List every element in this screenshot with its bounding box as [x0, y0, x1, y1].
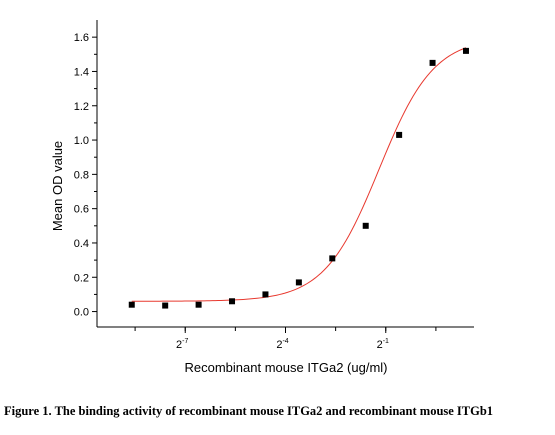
data-point [195, 301, 202, 308]
y-tick-label: 1.2 [74, 101, 89, 113]
data-point [362, 222, 369, 229]
figure-caption: Figure 1. The binding activity of recomb… [4, 404, 494, 418]
y-tick-label: 0.4 [74, 238, 89, 250]
x-ticks: 2-7 2-4 2-1 [134, 327, 437, 351]
x-axis-label: Recombinant mouse ITGa2 (ug/ml) [184, 360, 387, 375]
data-point [462, 47, 469, 54]
x-tick-label: 2-1 [377, 338, 389, 351]
y-axis-label: Mean OD value [50, 141, 65, 231]
data-point [162, 302, 169, 309]
x-tick-label: 2-7 [176, 338, 188, 351]
y-tick-label: 0.6 [74, 204, 89, 216]
y-tick-label: 1.4 [74, 66, 89, 78]
y-ticks: 0.0 0.2 0.4 0.6 0.8 1.0 1.2 1.4 1.6 [74, 32, 97, 319]
x-tick-label: 2-4 [276, 338, 288, 351]
y-tick-label: 1.0 [74, 135, 89, 147]
y-tick-label: 0.8 [74, 169, 89, 181]
data-points [128, 47, 469, 309]
data-point [396, 131, 403, 138]
data-point [262, 291, 269, 298]
data-point [295, 279, 302, 286]
data-point [128, 301, 135, 308]
data-point [429, 59, 436, 66]
y-tick-label: 0.0 [74, 307, 89, 319]
y-tick-label: 0.2 [74, 272, 89, 284]
y-tick-label: 1.6 [74, 32, 89, 44]
fit-curve [131, 47, 467, 302]
data-point [229, 298, 236, 305]
chart: 0.0 0.2 0.4 0.6 0.8 1.0 1.2 1.4 1.6 2-7 2-4 2-1 Re… [50, 20, 474, 375]
data-point [329, 255, 336, 262]
axes [96, 20, 474, 328]
